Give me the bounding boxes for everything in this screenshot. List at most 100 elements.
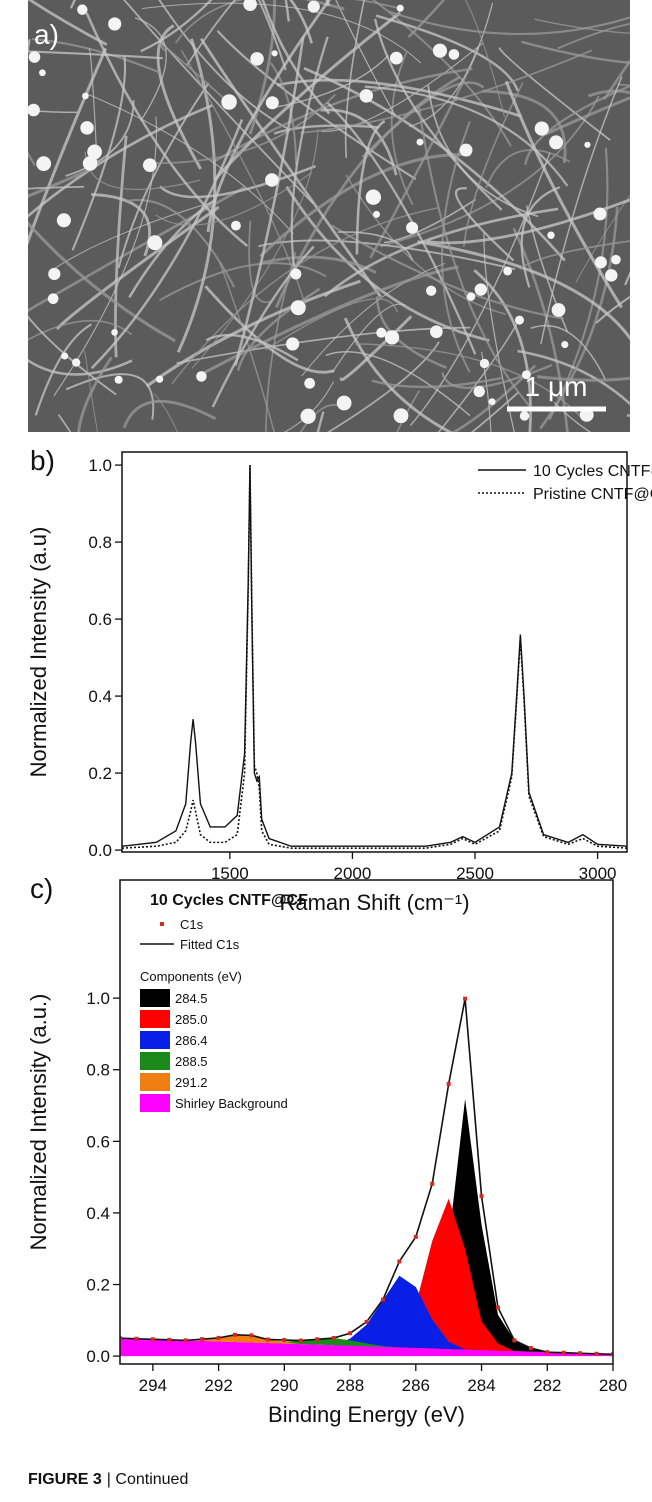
fiber [483,232,515,432]
fiber [335,0,396,117]
particle [393,408,409,424]
fiber [388,10,630,35]
particle [108,17,122,31]
fiber [191,128,319,369]
data-point [446,1082,451,1087]
fiber [470,391,520,432]
fiber [426,198,630,245]
data-point [183,1338,188,1343]
particle [426,285,437,296]
panel-label: b) [30,445,55,476]
x-tick-label: 280 [599,1376,627,1395]
fiber [326,341,440,432]
fiber [236,287,321,371]
particle [336,395,352,411]
legend-title: 10 Cycles CNTF@CF [150,892,308,909]
caption-text: | Continued [107,1471,189,1488]
fiber [205,333,299,362]
particle [304,377,316,389]
fiber [587,89,630,98]
fiber [355,119,386,255]
particle [290,300,306,316]
fiber [473,269,532,432]
legend-swatch [140,1010,170,1028]
fiber [145,93,336,165]
particle [365,189,382,205]
particle [473,385,485,398]
legend-label: 286.4 [175,1033,208,1048]
fiber [326,101,477,355]
particle [594,256,607,269]
fiber [283,381,335,432]
legend-swatch [140,1073,170,1091]
scale-bar-label: 1 μm [525,371,588,402]
legend-label: 10 Cycles CNTF@CF [533,463,652,480]
y-axis-title: Normalized Intensity (a.u.) [26,994,51,1251]
fiber [28,358,133,376]
fiber [373,18,503,211]
fiber [451,364,537,432]
particle [503,266,512,276]
fiber [301,262,446,377]
component-area [120,1275,613,1355]
fiber [441,364,553,389]
fiber [265,298,399,351]
fiber [28,319,133,341]
particle [243,0,257,11]
fiber [530,324,607,381]
legend-swatch [140,1094,170,1112]
fiber [158,262,327,302]
fiber [88,48,98,161]
data-point [528,1346,533,1351]
particle [488,398,496,406]
particle [56,213,71,228]
x-tick-label: 282 [533,1376,561,1395]
data-point [561,1350,566,1355]
axes-frame [119,879,614,1365]
particle [416,138,424,146]
fiber [90,119,244,370]
particle [372,210,381,218]
data-point [167,1337,172,1342]
fiber [557,22,630,50]
particle [561,341,569,349]
fiber [71,55,127,251]
fiber [65,373,155,420]
fiber [174,0,398,44]
fiber [462,82,524,247]
fiber [213,11,402,181]
fiber [331,303,406,373]
fiber [234,36,305,366]
caption: FIGURE 3 | Continued [28,1471,188,1488]
y-axis-title: Normalized Intensity (a.u) [26,527,51,778]
particle [47,293,59,304]
x-tick-label: 284 [467,1376,495,1395]
fiber [371,376,502,389]
fiber [218,261,276,432]
particle [474,283,487,296]
fiber [114,135,128,358]
fiber [248,0,276,135]
x-tick-label: 2500 [456,864,494,883]
data-point [134,1336,139,1341]
fiber [28,50,163,60]
x-axis-title: Raman Shift (cm⁻¹) [279,890,469,915]
fiber [176,326,471,365]
fiber [155,172,312,226]
fiber [355,343,585,421]
component-area [120,1334,613,1355]
fiber [273,124,380,135]
component-area [120,1338,613,1357]
particle [142,158,157,173]
particle [611,254,621,265]
particle [534,121,549,136]
fiber [28,185,85,190]
particle [48,267,61,281]
fiber [534,18,630,34]
particle [250,52,264,66]
fiber [77,356,113,432]
panel-label: c) [30,873,53,904]
fiber [344,0,366,158]
y-tick-label: 0.6 [88,610,112,629]
